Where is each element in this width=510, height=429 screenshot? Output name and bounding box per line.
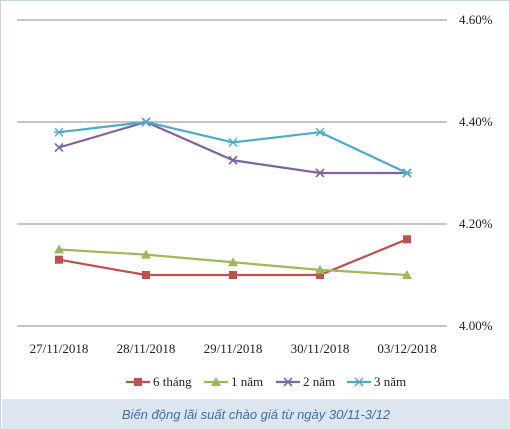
x-tick-label: 30/11/2018 [291, 341, 350, 356]
line-chart: 4.00% 4.20% 4.40% 4.60% 27/11/2018 28/11/201… [17, 12, 493, 389]
y-tick-label: 4.00% [459, 318, 493, 333]
legend-item: 3 năm [347, 374, 406, 389]
marker-star [315, 127, 325, 137]
legend-item: 2 năm [276, 374, 335, 389]
legend-item: 6 tháng [126, 374, 192, 389]
x-axis-ticks: 27/11/2018 28/11/2018 29/11/2018 30/11/2018… [30, 341, 437, 356]
y-tick-label: 4.40% [459, 114, 493, 129]
marker-x [228, 155, 238, 165]
x-tick-label: 03/12/2018 [377, 341, 436, 356]
marker-x [283, 377, 293, 387]
marker-star [54, 127, 64, 137]
y-tick-label: 4.20% [459, 216, 493, 231]
marker-triangle [402, 270, 412, 279]
gridlines [17, 19, 447, 327]
legend-label: 2 năm [303, 374, 335, 389]
marker-star [141, 117, 151, 127]
marker-square [134, 378, 142, 386]
marker-square [316, 271, 324, 279]
marker-triangle [141, 249, 151, 259]
marker-square [142, 271, 150, 279]
legend-label: 1 năm [231, 374, 263, 389]
x-tick-label: 29/11/2018 [204, 341, 263, 356]
x-tick-label: 27/11/2018 [30, 341, 89, 356]
marker-triangle [228, 257, 238, 267]
marker-x [54, 142, 64, 153]
marker-square [229, 271, 237, 279]
x-tick-label: 28/11/2018 [117, 341, 176, 356]
legend-label: 6 tháng [153, 374, 192, 389]
series-group [54, 117, 412, 279]
marker-star [402, 168, 412, 178]
marker-triangle [54, 244, 64, 254]
legend: 6 tháng 1 năm 2 năm 3 năm [126, 374, 406, 389]
marker-x [315, 168, 325, 178]
marker-triangle [315, 264, 325, 274]
series-line [58, 120, 408, 174]
marker-star [354, 377, 364, 387]
y-axis-ticks: 4.00% 4.20% 4.40% 4.60% [459, 12, 493, 333]
legend-item: 1 năm [204, 374, 263, 389]
legend-label: 3 năm [374, 374, 406, 389]
marker-triangle [211, 377, 221, 386]
y-tick-label: 4.60% [459, 12, 493, 27]
series-line [58, 238, 408, 277]
marker-star [228, 137, 238, 147]
chart-caption: Biến động lãi suất chào giá từ ngày 30/1… [2, 399, 510, 429]
marker-square [403, 235, 411, 244]
marker-square [55, 255, 63, 264]
